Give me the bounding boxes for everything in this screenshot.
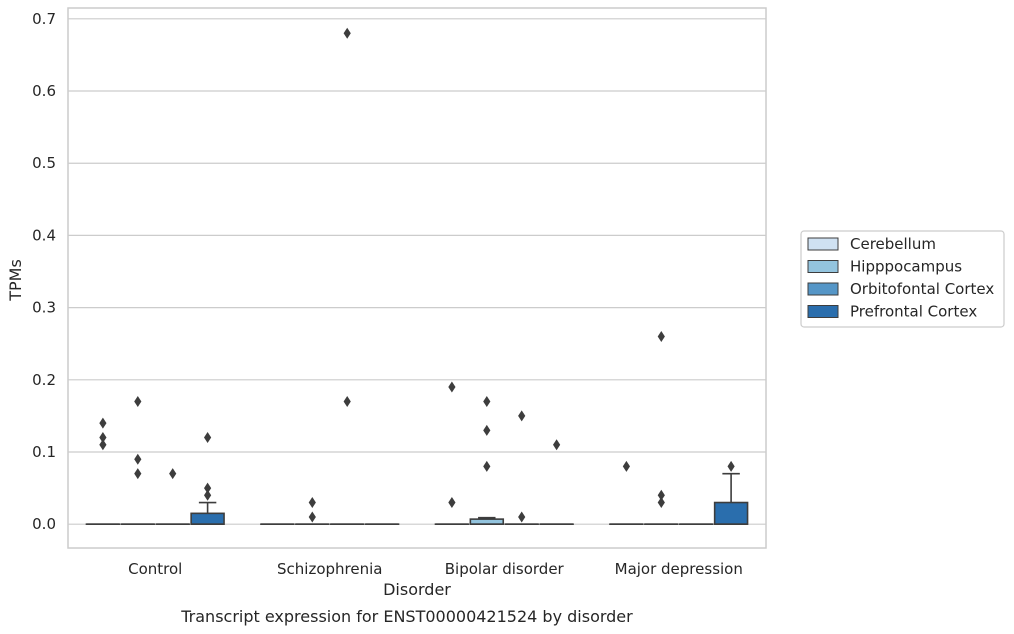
outlier-point: [204, 489, 212, 501]
x-axis-ticks: Control Schizophrenia Bipolar disorder Majo…: [128, 560, 743, 578]
legend-swatch: [807, 305, 839, 318]
outlier-points: [99, 27, 735, 523]
outlier-point: [657, 330, 665, 342]
y-tick-label: 0.5: [32, 154, 56, 172]
x-tick-label: Major depression: [615, 560, 743, 578]
outlier-point: [483, 460, 491, 472]
legend-swatch: [807, 260, 839, 273]
outlier-point: [448, 381, 456, 393]
box-body: [713, 501, 749, 525]
outlier-point: [99, 439, 107, 451]
y-tick-label: 0.6: [32, 82, 56, 100]
y-tick-label: 0.7: [32, 10, 56, 28]
x-axis-label: Disorder: [383, 580, 451, 599]
x-tick-label: Schizophrenia: [277, 560, 382, 578]
y-axis-label: TPMs: [6, 259, 25, 302]
legend-swatch: [807, 237, 839, 251]
outlier-point: [483, 395, 491, 407]
box-hipppocampus: [469, 516, 505, 525]
box-prefrontal-cortex: [190, 501, 225, 525]
outlier-point: [308, 497, 316, 509]
outlier-point: [308, 511, 316, 523]
outlier-point: [518, 511, 526, 523]
outlier-point: [99, 432, 107, 444]
y-tick-label: 0.1: [32, 443, 56, 461]
outlier-point: [657, 489, 665, 501]
outlier-point: [343, 27, 351, 39]
outlier-point: [483, 424, 491, 436]
legend-swatch: [807, 282, 839, 296]
outlier-point: [204, 482, 212, 494]
y-axis-ticks: 0.0 0.1 0.2 0.3 0.4 0.5 0.6 0.7: [32, 10, 56, 533]
outlier-point: [169, 468, 177, 480]
plot-frame: [67, 7, 767, 549]
outlier-point: [553, 439, 561, 451]
y-tick-label: 0.0: [32, 515, 56, 533]
legend-label: Orbitofontal Cortex: [850, 280, 994, 298]
legend: Cerebellum Hipppocampus Orbitofontal Corte…: [800, 230, 1005, 328]
x-tick-label: Control: [128, 560, 182, 578]
legend-label: Cerebellum: [850, 235, 936, 253]
y-tick-label: 0.2: [32, 371, 56, 389]
outlier-point: [727, 460, 735, 472]
outlier-point: [204, 432, 212, 444]
chart-caption: Transcript expression for ENST0000042152…: [180, 607, 633, 626]
outlier-point: [134, 468, 142, 480]
outlier-point: [99, 417, 107, 429]
legend-label: Hipppocampus: [850, 258, 962, 276]
x-tick-label: Bipolar disorder: [445, 560, 565, 578]
outlier-point: [622, 460, 630, 472]
y-tick-label: 0.4: [32, 226, 56, 244]
gridlines: [68, 18, 766, 525]
outlier-point: [518, 410, 526, 422]
outlier-point: [134, 395, 142, 407]
outlier-point: [134, 453, 142, 465]
y-tick-label: 0.3: [32, 299, 56, 317]
legend-frame: [800, 230, 1005, 328]
box-body: [190, 512, 225, 525]
outlier-point: [448, 497, 456, 509]
outlier-point: [343, 395, 351, 407]
outlier-point: [657, 497, 665, 509]
box-plot-series: [85, 472, 749, 525]
legend-label: Prefrontal Cortex: [850, 303, 977, 321]
box-prefrontal-cortex: [713, 472, 749, 525]
